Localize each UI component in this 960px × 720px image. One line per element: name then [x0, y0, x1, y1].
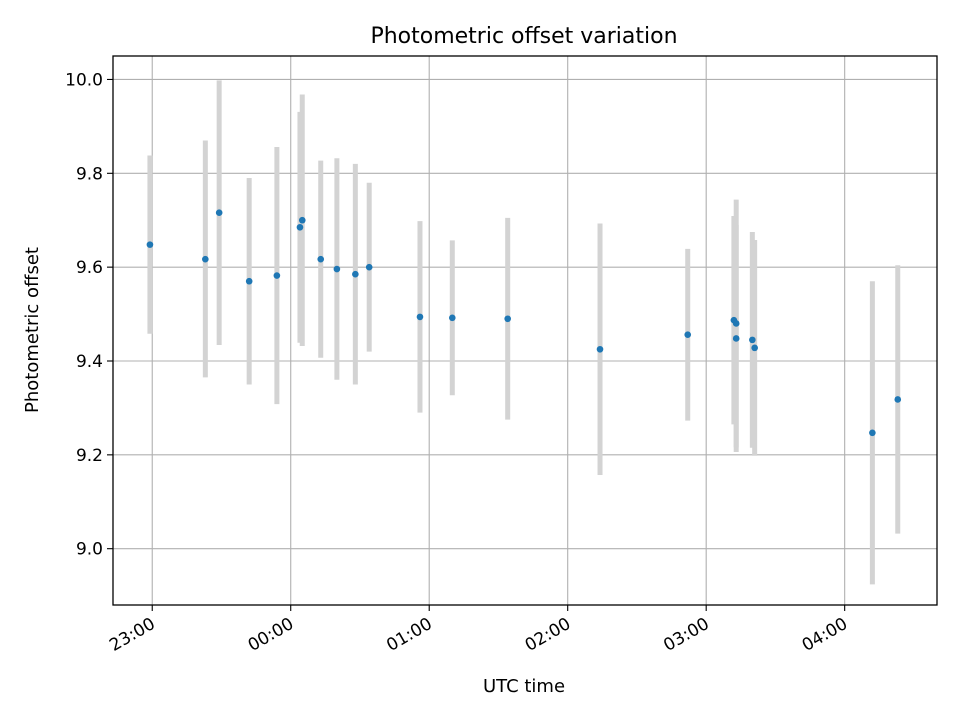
plot-frame [112, 55, 938, 606]
data-point [732, 335, 740, 342]
data-point [751, 344, 758, 352]
data-point [333, 265, 341, 273]
y-tick-label: 9.6 [76, 258, 103, 278]
data-point [202, 255, 209, 263]
y-tick-label: 9.2 [76, 446, 103, 466]
data-point [732, 320, 740, 327]
x-axis-label: UTC time [483, 676, 565, 697]
data-point [365, 263, 373, 271]
data-point [352, 270, 359, 278]
data-point [296, 223, 304, 231]
data-point [448, 314, 456, 322]
grid [113, 56, 937, 605]
y-tick-label: 9.0 [76, 540, 103, 560]
y-axis-label: Photometric offset [22, 247, 43, 413]
data-point [146, 241, 154, 248]
y-tick-label: 10.0 [65, 70, 103, 90]
data-point [317, 255, 325, 263]
data-point [298, 216, 306, 224]
data-point [416, 313, 424, 321]
data-point [504, 315, 511, 323]
data-points [146, 209, 902, 437]
data-point [749, 336, 756, 344]
y-axis-ticks: 9.0 9.2 9.4 9.6 9.8 10.0 [65, 70, 113, 560]
y-tick-label: 9.4 [76, 352, 103, 372]
data-point [273, 272, 281, 279]
y-tick-label: 9.8 [76, 164, 103, 184]
data-point [245, 277, 253, 285]
chart-title: Photometric offset variation [370, 24, 677, 49]
data-point [215, 209, 223, 217]
data-point [684, 331, 692, 339]
data-point [894, 396, 902, 403]
data-point [596, 345, 604, 353]
data-point [869, 429, 876, 437]
